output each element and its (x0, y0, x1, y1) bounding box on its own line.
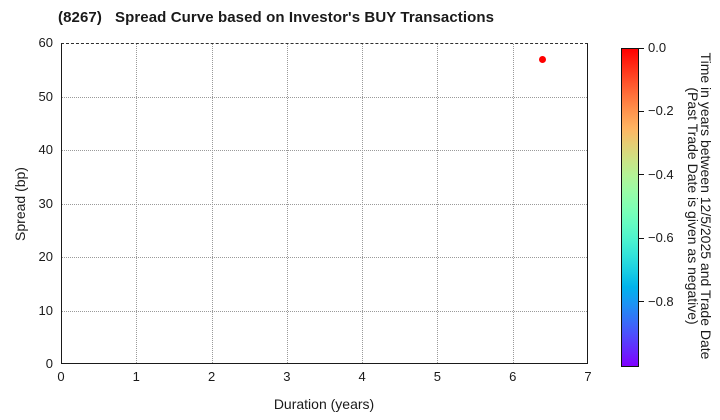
chart-title-text: Spread Curve based on Investor's BUY Tra… (114, 9, 495, 26)
colorbar-label-line2: (Past Trade Date is given as negative) (685, 87, 701, 325)
colorbar-tick-mark (638, 110, 644, 112)
colorbar-tick-label: 0.0 (648, 40, 667, 55)
colorbar-tick-mark (638, 301, 644, 303)
x-tick-label: 3 (283, 369, 291, 384)
x-tick-label: 1 (132, 369, 140, 384)
y-tick-label: 0 (45, 356, 53, 371)
y-tick-label: 50 (38, 88, 53, 104)
plot-area (61, 43, 588, 364)
colorbar-tick-mark (638, 174, 644, 176)
colorbar-tick-mark (638, 47, 644, 49)
x-tick-label: 6 (509, 369, 517, 384)
horizontal-gridline (62, 203, 587, 205)
y-tick-label: 40 (38, 142, 53, 157)
colorbar-tick-label: −0.8 (648, 293, 674, 309)
x-tick-label: 4 (358, 369, 366, 384)
x-axis-label: Duration (years) (273, 396, 375, 412)
colorbar-tick-mark (638, 237, 644, 239)
data-point (539, 55, 547, 63)
colorbar-label: Time in years between 12/5/2025 and Trad… (685, 53, 714, 360)
ticker-code: (8267) (58, 9, 102, 26)
chart-title: (8267) Spread Curve based on Investor's B… (58, 9, 494, 26)
colorbar-tick-label: −0.2 (648, 103, 674, 119)
colorbar-tick-label: −0.6 (648, 230, 674, 246)
colorbar-tick-label: −0.4 (648, 166, 674, 182)
x-tick-label: 2 (207, 369, 216, 384)
y-tick-label: 60 (38, 35, 53, 50)
y-tick-label: 20 (38, 249, 53, 264)
y-tick-label: 10 (38, 302, 53, 318)
y-tick-label: 30 (38, 195, 53, 211)
horizontal-gridline (62, 150, 587, 151)
x-tick-label: 5 (433, 369, 442, 384)
horizontal-gridline (62, 257, 587, 258)
x-tick-label: 0 (57, 369, 65, 384)
horizontal-gridline (62, 96, 587, 98)
colorbar-gradient (621, 48, 639, 367)
x-tick-label: 7 (584, 369, 592, 384)
horizontal-gridline (62, 310, 587, 312)
